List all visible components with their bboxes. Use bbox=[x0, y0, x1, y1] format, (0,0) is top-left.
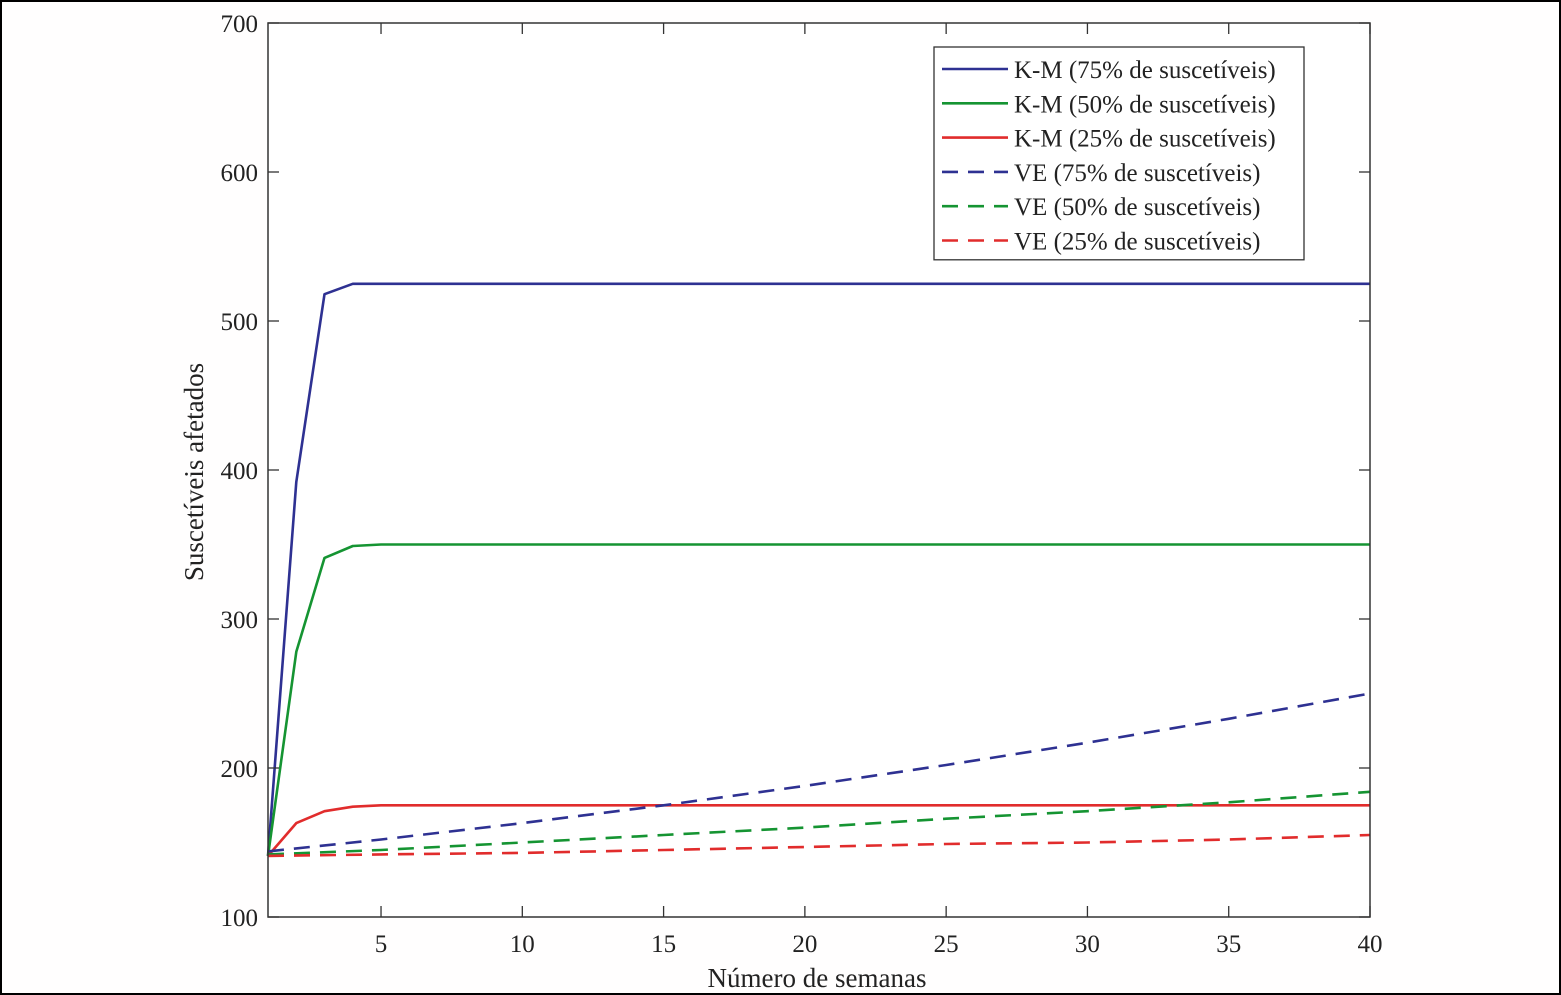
legend-box bbox=[933, 46, 1305, 261]
y-axis-title: Suscetíveis afetados bbox=[179, 363, 209, 581]
legend-label: VE (50% de suscetíveis) bbox=[1014, 194, 1260, 221]
x-tick-label: 5 bbox=[375, 931, 388, 958]
y-tick-label: 500 bbox=[221, 309, 259, 336]
legend-label: K-M (75% de suscetíveis) bbox=[1014, 57, 1276, 84]
y-tick-label: 300 bbox=[221, 607, 259, 634]
y-tick-label: 700 bbox=[221, 11, 259, 38]
ticks-layer: 5 10 15 20 25 30 35 40 100 200 300 400 500 600 700 bbox=[221, 11, 1383, 958]
x-axis-title: Número de semanas bbox=[708, 963, 927, 993]
y-tick-label: 200 bbox=[221, 756, 259, 783]
legend-label: VE (25% de suscetíveis) bbox=[1014, 229, 1260, 256]
x-tick-label: 30 bbox=[1075, 931, 1100, 958]
x-tick-label: 25 bbox=[934, 931, 959, 958]
x-tick-label: 15 bbox=[651, 931, 676, 958]
series-line-1 bbox=[266, 282, 1370, 856]
legend: K-M (75% de suscetíveis) K-M (50% de susc… bbox=[933, 46, 1305, 261]
x-tick-label: 20 bbox=[792, 931, 817, 958]
series-line-5 bbox=[267, 790, 1371, 856]
y-tick-label: 100 bbox=[221, 905, 259, 932]
legend-label: VE (75% de suscetíveis) bbox=[1014, 160, 1260, 187]
series-line-6 bbox=[267, 833, 1371, 858]
series-line-4 bbox=[267, 692, 1371, 853]
x-tick-label: 40 bbox=[1358, 931, 1383, 958]
y-tick-label: 600 bbox=[221, 160, 259, 187]
series-line-2 bbox=[266, 543, 1370, 857]
legend-label: K-M (25% de suscetíveis) bbox=[1014, 126, 1276, 153]
series-line-3 bbox=[267, 803, 1370, 857]
legend-label: K-M (50% de suscetíveis) bbox=[1014, 91, 1276, 118]
y-tick-label: 400 bbox=[221, 458, 259, 485]
x-tick-label: 10 bbox=[510, 931, 535, 958]
x-tick-label: 35 bbox=[1216, 931, 1241, 958]
series-layer bbox=[266, 282, 1371, 858]
